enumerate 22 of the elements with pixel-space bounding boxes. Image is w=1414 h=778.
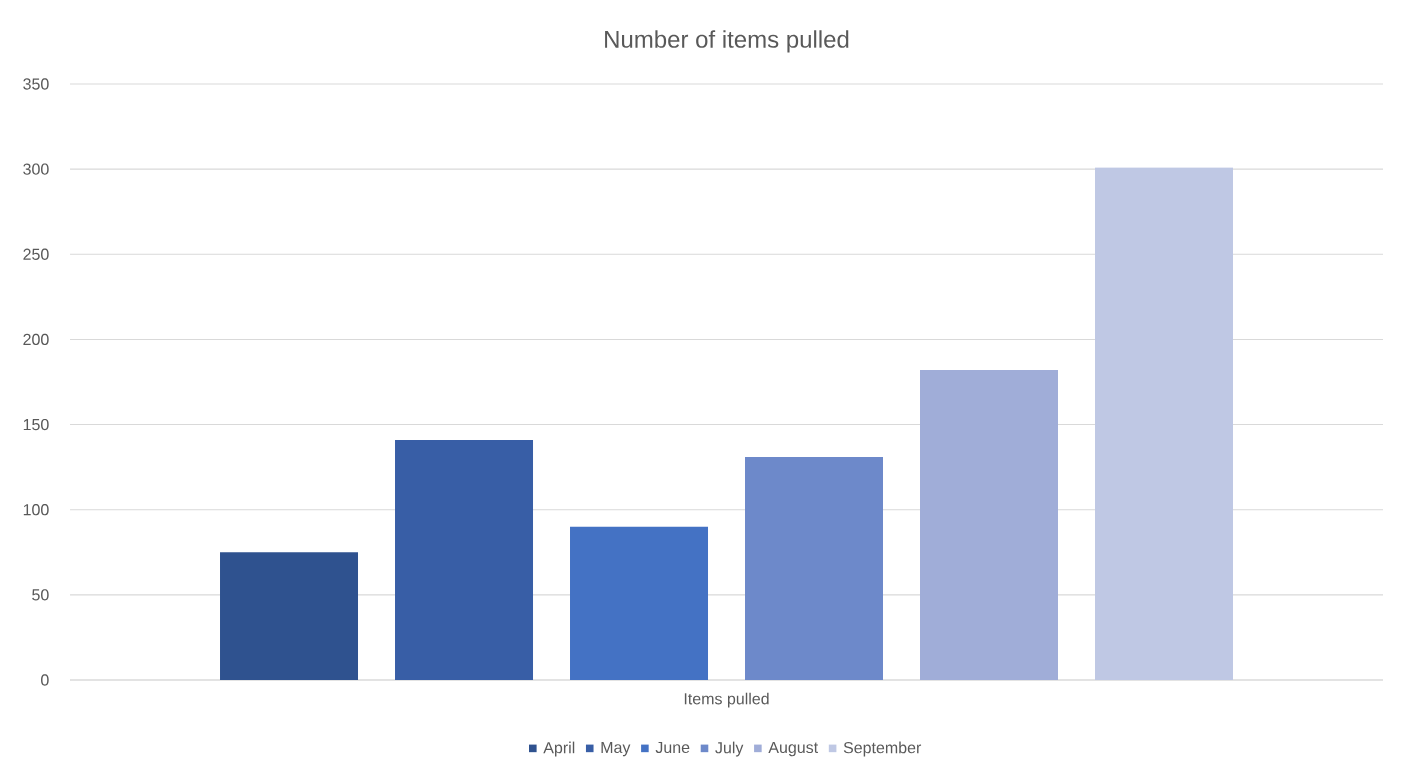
y-tick-label: 350 xyxy=(23,78,49,90)
bar xyxy=(920,370,1059,680)
y-tick-label: 300 xyxy=(23,163,49,175)
legend-label: June xyxy=(655,741,690,754)
bar xyxy=(1095,167,1234,680)
bar xyxy=(395,439,534,680)
legend-label: August xyxy=(768,741,819,757)
y-tick-label: 200 xyxy=(23,333,49,346)
chart-title: Number of items pulled xyxy=(605,30,849,53)
y-tick-label: 250 xyxy=(23,248,49,260)
y-tick-label: 50 xyxy=(32,589,49,601)
bar xyxy=(570,526,709,680)
bar xyxy=(220,552,359,680)
legend-label: September xyxy=(843,741,922,757)
y-tick-label: 100 xyxy=(23,504,49,516)
y-tick-label: 150 xyxy=(23,418,49,431)
y-tick-label: 0 xyxy=(41,674,49,686)
legend-label: July xyxy=(715,741,744,757)
legend-label: April xyxy=(543,741,575,757)
x-tick-label: Items pulled xyxy=(684,692,769,708)
legend-label: May xyxy=(601,741,631,757)
bar xyxy=(745,456,884,680)
